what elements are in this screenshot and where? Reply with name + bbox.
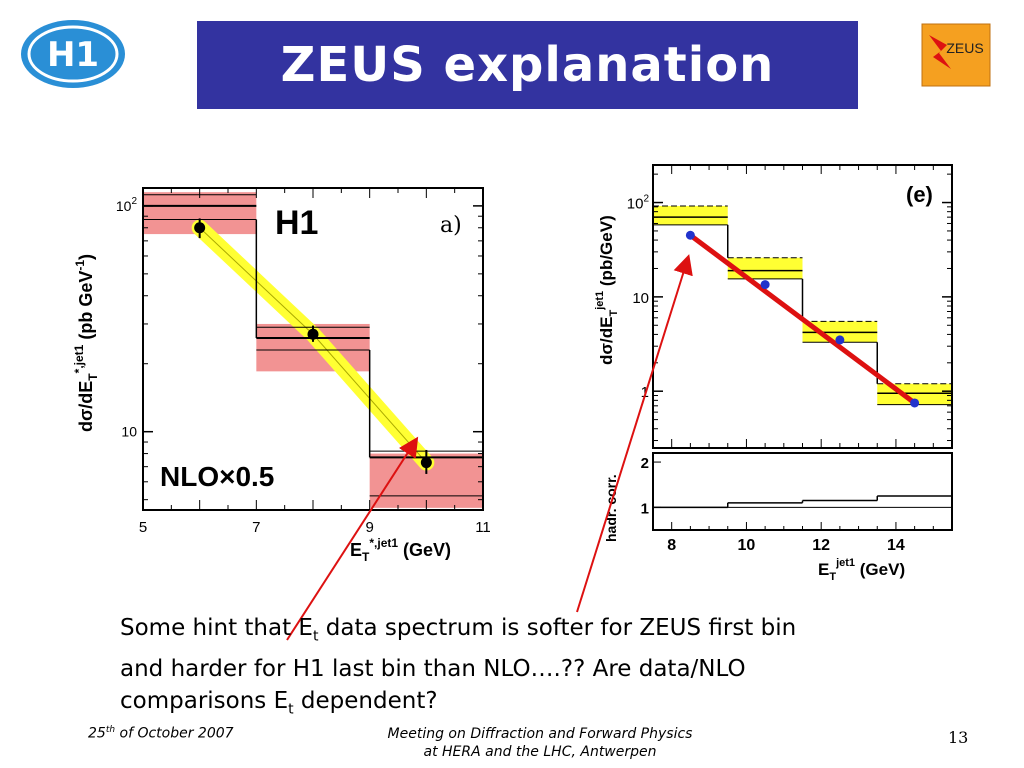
x-tick-label: 10 [738,537,756,554]
x-tick-label: 7 [252,519,260,536]
hadr-y-tick-label: 1 [641,500,649,517]
footer-meeting: Meeting on Diffraction and Forward Physi… [387,726,693,760]
x-tick-label: 5 [139,519,147,536]
page-number: 13 [948,728,969,747]
hadr-y-tick-label: 2 [641,455,649,472]
y-axis-label: dσ/dET*,jet1 (pb GeV-1) [72,254,100,432]
footer-date: 25th of October 2007 [88,725,234,742]
text-line-3: comparisons Et dependent? [120,687,438,718]
slide-text: Some hint that Et data spectrum is softe… [120,612,960,725]
hadr-y-label: hadr. corr. [603,474,619,542]
zeus-point-3 [910,398,920,408]
zeus-point-0 [685,230,695,240]
title-bar: ZEUS explanation [197,21,858,109]
hadr-frame [652,452,953,531]
x-axis-label: ET*,jet1 (GeV) [350,536,451,564]
h1-logo-text: H1 [47,35,99,75]
x-tick-label: 11 [475,519,491,536]
zeus-logo-text: ZEUS [946,40,983,56]
x-tick-label: 12 [812,537,830,554]
y-tick-label: 10 [121,424,137,440]
x-tick-label: 14 [887,537,905,554]
h1-point-0 [194,222,206,234]
h1-logo: H1 [21,20,125,88]
panel-label: a) [440,213,462,238]
x-tick-label: 8 [667,537,676,554]
nlo-band [191,219,435,471]
h1-label: H1 [275,204,318,242]
zeus-point-1 [760,280,770,290]
zeus-logo: ZEUS [921,23,991,87]
nlo-annotation: NLO×0.5 [160,461,274,492]
x-tick-label: 9 [365,519,373,536]
text-line-2: and harder for H1 last bin than NLO….?? … [120,655,746,682]
y-tick-label: 1 [641,384,649,401]
zeus-point-2 [835,335,845,345]
h1-point-2 [420,457,432,469]
y-tick-label: 102 [116,196,138,214]
y-tick-label: 10 [632,290,649,307]
lightning-icon [929,35,951,69]
y-tick-label: 102 [627,194,650,213]
h1-point-1 [307,328,319,340]
slide-title: ZEUS explanation [280,37,775,93]
nlo-band-0 [653,205,728,225]
text-line-1: Some hint that Et data spectrum is softe… [120,615,797,645]
h1-plot: 5 7 9 11 102 10 H1 a) NLO×0.5 ET*,jet1 (GeV) dσ/dE… [72,187,491,564]
fit-line [688,233,917,405]
panel-label: (e) [906,182,933,207]
x-axis-label: ETjet1 (GeV) [818,557,905,583]
y-axis-label: dσ/dETjet1 (pb/GeV) [594,215,620,365]
nlo-band-1 [727,257,803,279]
